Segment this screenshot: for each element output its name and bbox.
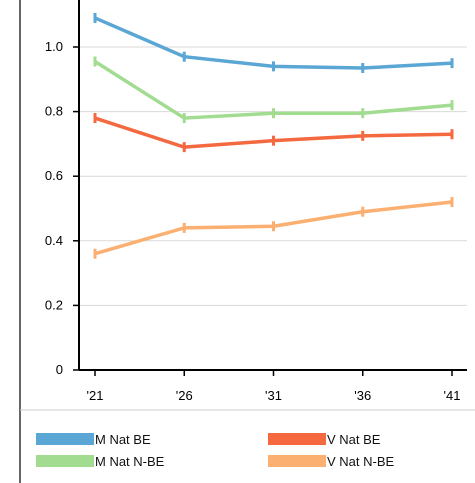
y-tick-labels: 0 0.2 0.4 0.6 0.8 1.0: [45, 39, 63, 377]
legend-item: V Nat BE: [268, 432, 381, 447]
legend-label: M Nat N-BE: [95, 454, 165, 469]
gridlines: [79, 46, 467, 306]
series-m-nat-be: [93, 12, 454, 73]
legend-item: M Nat BE: [36, 432, 151, 447]
y-tick-label: 0.8: [45, 104, 63, 119]
legend-swatch: [36, 433, 94, 445]
x-tick-label: '26: [176, 388, 193, 403]
legend-item: V Nat N-BE: [268, 454, 395, 469]
legend-swatch: [36, 455, 94, 467]
series-v-nat-be: [93, 113, 454, 153]
y-tick-label: 0.2: [45, 297, 63, 312]
y-tick-label: 0.4: [45, 233, 63, 248]
x-tick-labels: '21 '26 '31 '36 '41: [87, 388, 461, 403]
legend-swatch: [268, 455, 326, 467]
series-v-nat-n-be: [93, 197, 454, 259]
legend: M Nat BE V Nat BE M Nat N-BE V Nat N-BE: [36, 432, 395, 469]
series-line: [94, 16, 453, 70]
x-tick-label: '41: [444, 388, 461, 403]
x-tick-label: '36: [354, 388, 371, 403]
y-tick-label: 0.6: [45, 168, 63, 183]
series-m-nat-n-be: [93, 56, 454, 124]
legend-swatch: [268, 433, 326, 445]
axes: [19, 0, 475, 483]
series-lines: [93, 12, 454, 259]
x-tick-label: '31: [265, 388, 282, 403]
legend-label: M Nat BE: [95, 432, 151, 447]
legend-label: V Nat BE: [327, 432, 381, 447]
y-tick-label: 0: [56, 362, 63, 377]
x-tick-label: '21: [87, 388, 104, 403]
y-tick-label: 1.0: [45, 39, 63, 54]
legend-item: M Nat N-BE: [36, 454, 165, 469]
legend-label: V Nat N-BE: [327, 454, 395, 469]
